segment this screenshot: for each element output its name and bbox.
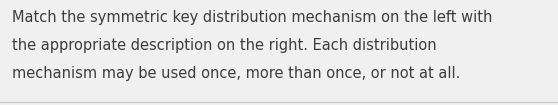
Text: mechanism may be used once, more than once, or not at all.: mechanism may be used once, more than on… xyxy=(12,66,460,81)
Text: the appropriate description on the right. Each distribution: the appropriate description on the right… xyxy=(12,38,436,53)
Text: Match the symmetric key distribution mechanism on the left with: Match the symmetric key distribution mec… xyxy=(12,10,492,25)
